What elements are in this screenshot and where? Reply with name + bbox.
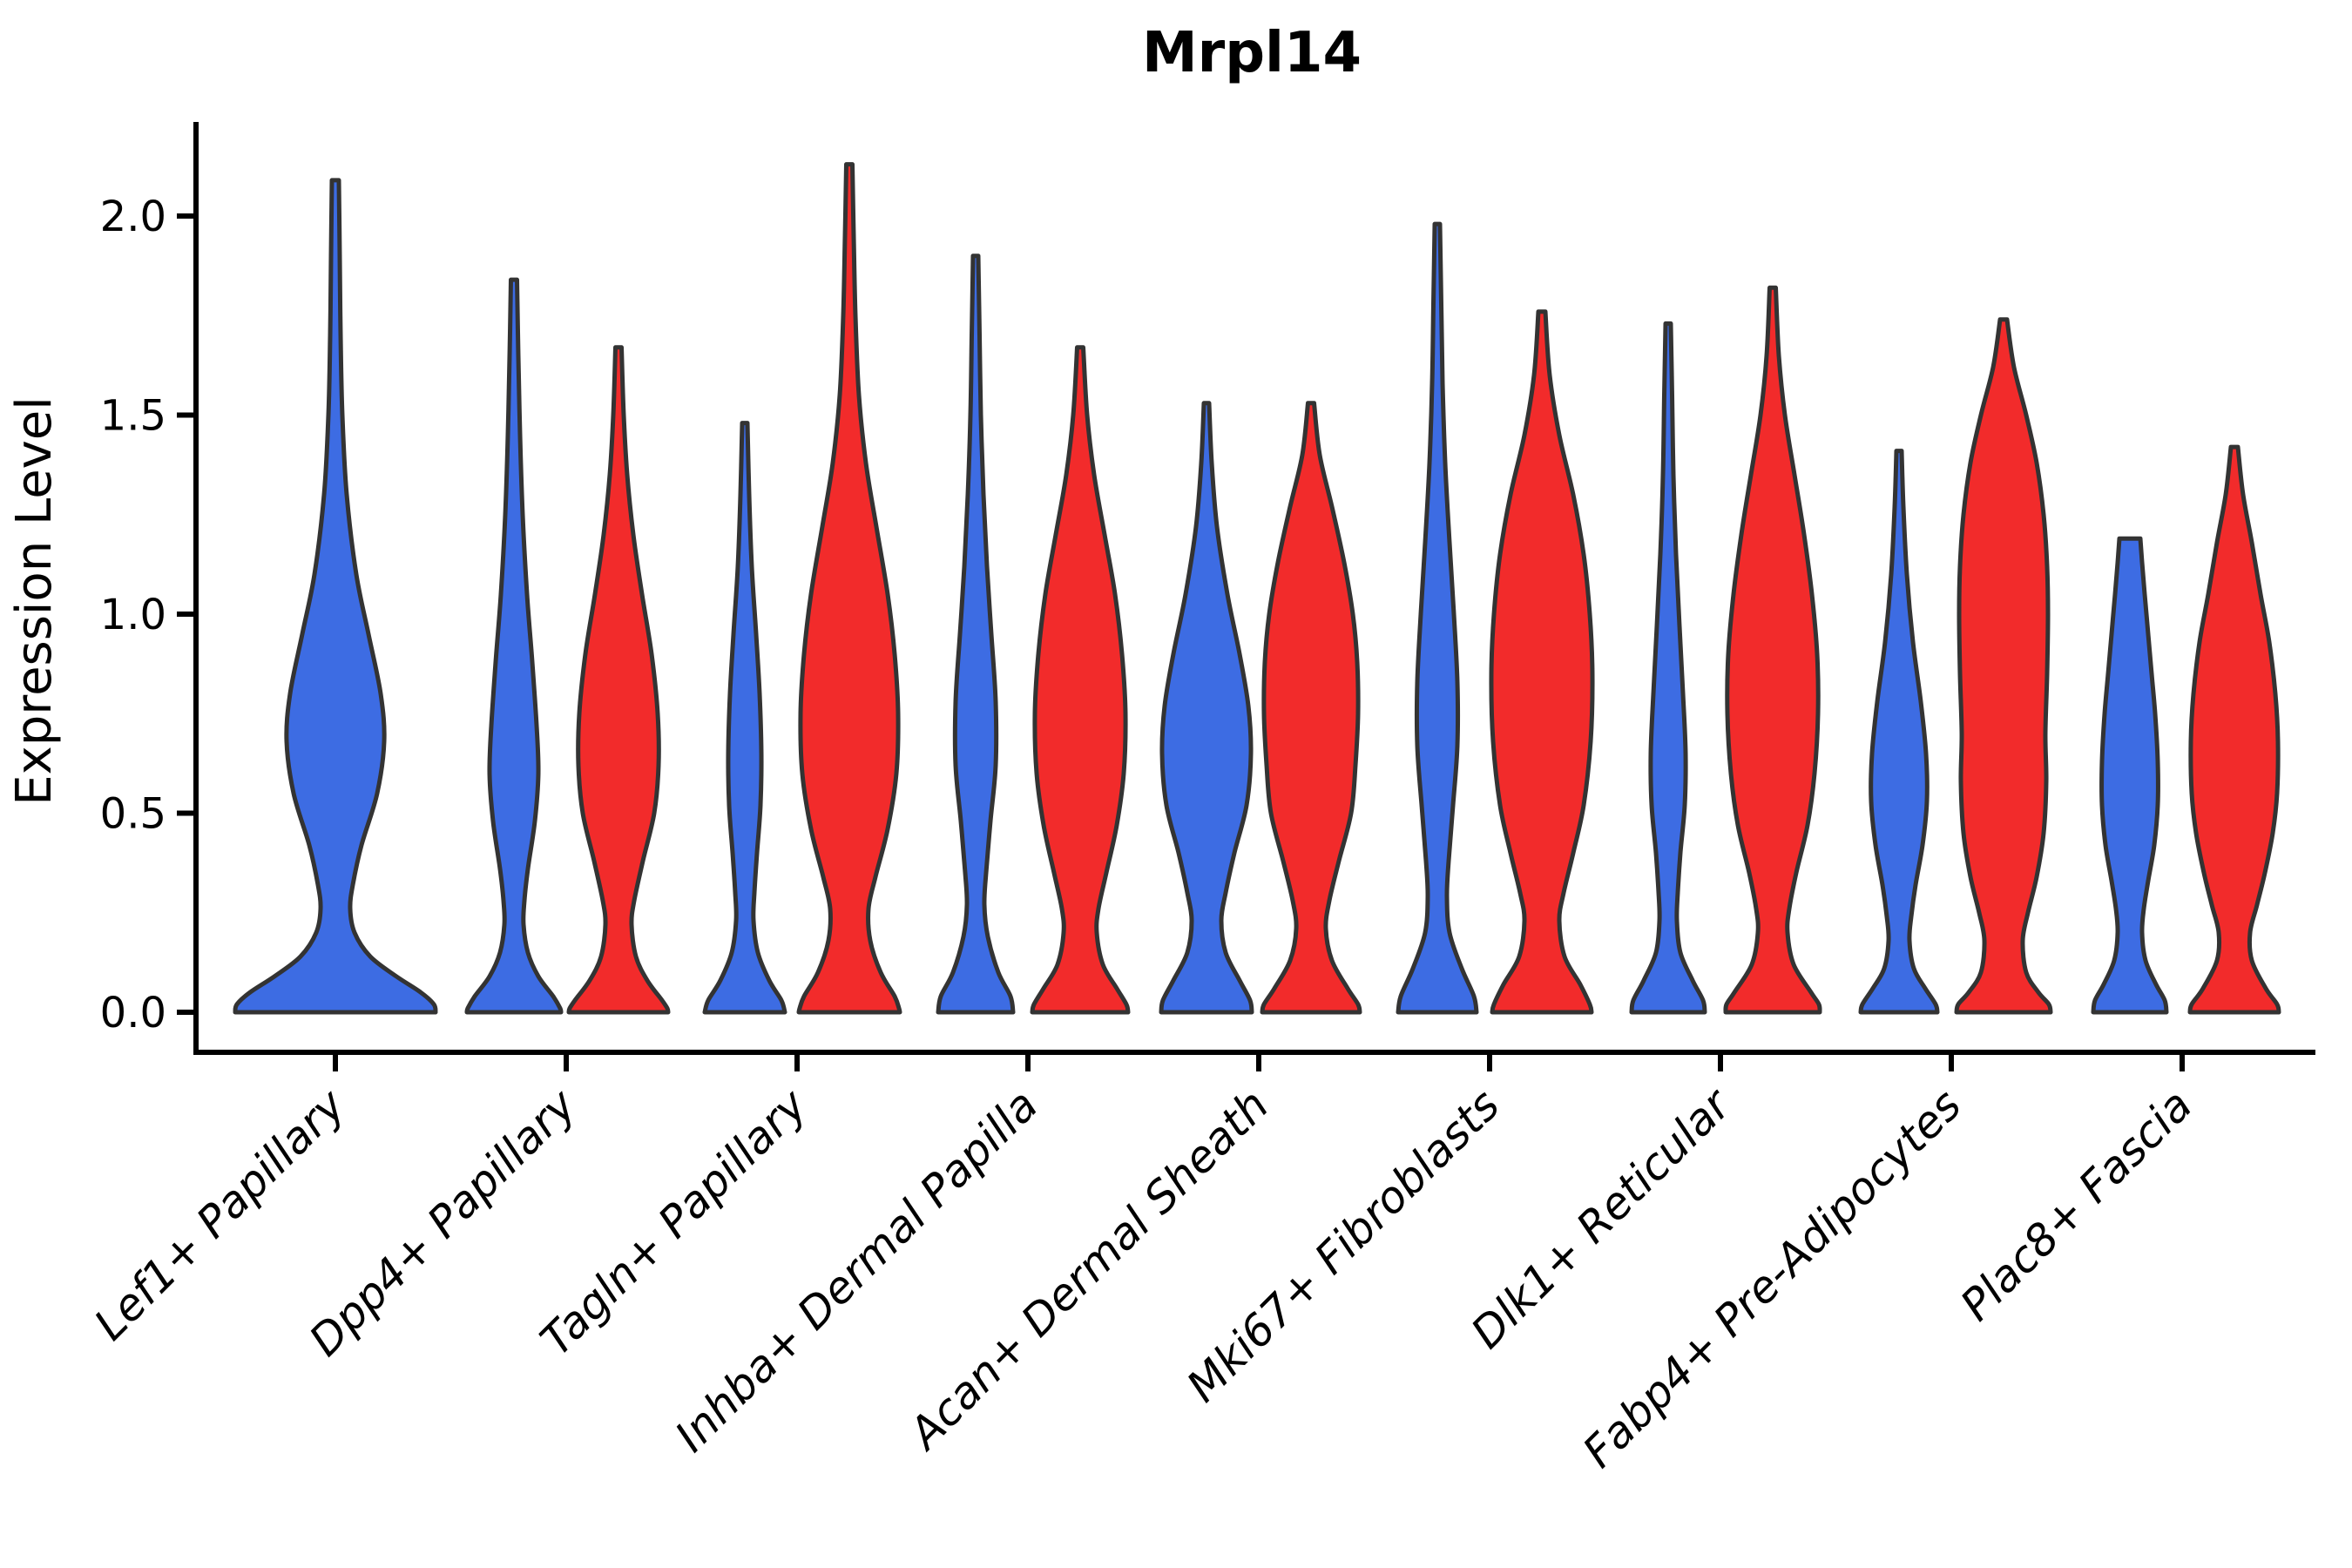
y-tick-labels: 0.0 0.5 1.0 1.5 2.0: [100, 193, 166, 1037]
y-tick-label-1.5: 1.5: [100, 392, 166, 441]
violin-lef1-papillary-blue: [233, 178, 438, 1015]
violin-acan-dermal-sheath-red: [1260, 401, 1362, 1015]
y-tick-label-1.0: 1.0: [100, 591, 166, 639]
x-category-label-lef1-papillary: Lef1+ Papillary: [84, 1078, 355, 1349]
violin-dlk1-reticular-blue: [1629, 321, 1707, 1015]
violin-acan-dermal-sheath-blue: [1159, 401, 1254, 1015]
violin-fabp4-pre-adipocytes-blue: [1858, 449, 1940, 1015]
violin-mki67-fibroblasts-red: [1489, 309, 1595, 1015]
violin-inhba-dermal-papilla-red: [1030, 345, 1131, 1015]
violin-mki67-fibroblasts-blue: [1396, 221, 1479, 1015]
violin-plac8-fascia-red: [2187, 444, 2281, 1015]
violin-dpp4-papillary-blue: [464, 277, 564, 1015]
violin-plac8-fascia-blue: [2091, 536, 2169, 1015]
x-category-label-plac8-fascia: Plac8+ Fascia: [1951, 1079, 2202, 1330]
violin-inhba-dermal-papilla-blue: [936, 253, 1016, 1015]
axes-group: [177, 122, 2315, 1071]
y-tick-label-0.0: 0.0: [100, 989, 166, 1037]
y-tick-label-2.0: 2.0: [100, 193, 166, 241]
violins-group: [233, 162, 2281, 1015]
violin-fabp4-pre-adipocytes-red: [1954, 317, 2053, 1015]
violin-tagln-papillary-blue: [702, 421, 787, 1015]
violin-dlk1-reticular-red: [1723, 285, 1822, 1015]
y-axis-label: Expression Level: [6, 396, 63, 806]
chart-title: Mrpl14: [1142, 21, 1362, 85]
violin-dpp4-papillary-red: [566, 345, 671, 1015]
violin-tagln-papillary-red: [796, 162, 902, 1015]
y-tick-label-0.5: 0.5: [100, 790, 166, 839]
x-category-label-fabp4-pre-adipocytes: Fabp4+ Pre-Adipocytes: [1573, 1079, 1971, 1477]
